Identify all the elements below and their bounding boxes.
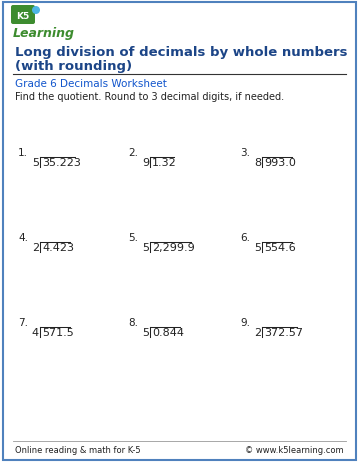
Text: 6.: 6. bbox=[240, 232, 250, 243]
Text: © www.k5learning.com: © www.k5learning.com bbox=[245, 445, 344, 454]
Text: K5: K5 bbox=[17, 12, 30, 21]
Text: 5: 5 bbox=[32, 158, 39, 168]
Text: 9: 9 bbox=[142, 158, 149, 168]
Text: Long division of decimals by whole numbers: Long division of decimals by whole numbe… bbox=[15, 46, 348, 59]
Text: 3.: 3. bbox=[240, 148, 250, 158]
Text: 0.844: 0.844 bbox=[152, 327, 184, 337]
Text: 8: 8 bbox=[254, 158, 261, 168]
Text: Find the quotient. Round to 3 decimal digits, if needed.: Find the quotient. Round to 3 decimal di… bbox=[15, 92, 284, 102]
Text: Grade 6 Decimals Worksheet: Grade 6 Decimals Worksheet bbox=[15, 79, 167, 89]
Text: 5: 5 bbox=[142, 327, 149, 337]
FancyBboxPatch shape bbox=[11, 6, 35, 25]
Text: 5.: 5. bbox=[128, 232, 138, 243]
Text: 2: 2 bbox=[254, 327, 261, 337]
Text: 554.6: 554.6 bbox=[264, 243, 296, 252]
Text: 1.32: 1.32 bbox=[152, 158, 177, 168]
Text: 2: 2 bbox=[32, 243, 39, 252]
Text: (with rounding): (with rounding) bbox=[15, 60, 132, 73]
Text: 1.: 1. bbox=[18, 148, 28, 158]
Text: 4.: 4. bbox=[18, 232, 28, 243]
Text: 35.223: 35.223 bbox=[42, 158, 81, 168]
Text: Learning: Learning bbox=[13, 27, 75, 40]
Text: 4: 4 bbox=[32, 327, 39, 337]
Text: 7.: 7. bbox=[18, 317, 28, 327]
Text: 8.: 8. bbox=[128, 317, 138, 327]
Text: 993.0: 993.0 bbox=[264, 158, 296, 168]
Text: 5: 5 bbox=[142, 243, 149, 252]
Circle shape bbox=[32, 7, 40, 15]
Text: 2,299.9: 2,299.9 bbox=[152, 243, 195, 252]
Text: 2.: 2. bbox=[128, 148, 138, 158]
Text: 571.5: 571.5 bbox=[42, 327, 74, 337]
Text: 4.423: 4.423 bbox=[42, 243, 74, 252]
Text: 372.57: 372.57 bbox=[264, 327, 303, 337]
Text: Online reading & math for K-5: Online reading & math for K-5 bbox=[15, 445, 141, 454]
Text: 5: 5 bbox=[254, 243, 261, 252]
Text: 9.: 9. bbox=[240, 317, 250, 327]
